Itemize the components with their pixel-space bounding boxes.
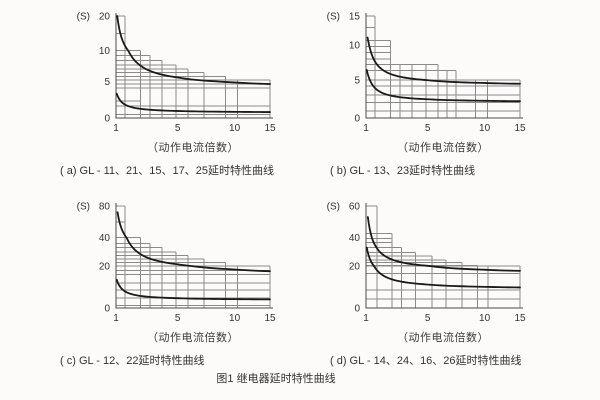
svg-text:5: 5 (425, 313, 431, 324)
svg-text:15: 15 (514, 313, 526, 324)
svg-text:5: 5 (175, 313, 181, 324)
chart-d-xlabel: （动作电流倍数） (397, 332, 489, 344)
svg-text:0: 0 (354, 304, 360, 315)
svg-text:20: 20 (349, 262, 361, 273)
svg-text:60: 60 (349, 202, 361, 213)
svg-text:40: 40 (349, 233, 361, 244)
chart-b-xlabel: （动作电流倍数） (397, 142, 489, 154)
chart-a-caption: ( a) GL - 11、21、15、17、25延时特性曲线 (60, 165, 274, 177)
svg-text:80: 80 (99, 202, 111, 213)
chart-block-d: 0 20 40 60 (S) 1 5 10 15 （动作电流倍数） ( d) GL - 14、2… (306, 196, 556, 386)
svg-text:5: 5 (175, 123, 181, 134)
svg-text:5: 5 (425, 123, 431, 134)
svg-text:10: 10 (229, 313, 241, 324)
chart-c-xlabel: （动作电流倍数） (147, 332, 239, 344)
y-axis-unit-label: (S) (327, 202, 340, 213)
svg-text:1: 1 (363, 123, 369, 134)
y-axis-unit-label: (S) (77, 12, 90, 23)
svg-text:1: 1 (113, 123, 119, 134)
svg-text:20: 20 (99, 12, 111, 23)
svg-text:5: 5 (354, 75, 360, 86)
svg-text:10: 10 (349, 41, 361, 52)
svg-text:20: 20 (99, 262, 111, 273)
svg-text:0: 0 (104, 114, 110, 125)
svg-text:0: 0 (104, 304, 110, 315)
chart-b-caption: ( b) GL - 13、23延时特性曲线 (330, 165, 476, 177)
y-axis-unit-label: (S) (327, 12, 340, 23)
chart-a-xlabel: （动作电流倍数） (147, 142, 239, 154)
svg-text:10: 10 (479, 313, 491, 324)
svg-text:10: 10 (99, 46, 111, 57)
svg-text:15: 15 (514, 123, 526, 134)
svg-text:1: 1 (113, 313, 119, 324)
svg-text:15: 15 (264, 313, 276, 324)
svg-text:0: 0 (354, 114, 360, 125)
chart-block-c: 0 20 40 80 (S) 1 5 10 15 （动作电流倍数） ( c) GL - 12、2… (56, 196, 306, 386)
y-axis-unit-label: (S) (77, 202, 90, 213)
svg-text:15: 15 (264, 123, 276, 134)
svg-text:1: 1 (363, 313, 369, 324)
figure-caption: 图1 继电器延时特性曲线 (216, 373, 336, 385)
svg-text:10: 10 (229, 123, 241, 134)
chart-block-a: 0 5 10 20 (S) 1 5 10 15 （动作电流倍数） ( a) GL - 11、21… (56, 6, 306, 196)
svg-text:40: 40 (99, 233, 111, 244)
chart-d-caption: ( d) GL - 14、24、16、26延时特性曲线 (330, 355, 522, 367)
chart-c-caption: ( c) GL - 12、22延时特性曲线 (60, 355, 205, 367)
svg-text:5: 5 (104, 77, 110, 88)
svg-text:10: 10 (479, 123, 491, 134)
svg-text:15: 15 (349, 12, 361, 23)
chart-block-b: 0 5 10 15 (S) 1 5 10 15 （动作电流倍数） ( b) GL - 13、23… (306, 6, 556, 196)
